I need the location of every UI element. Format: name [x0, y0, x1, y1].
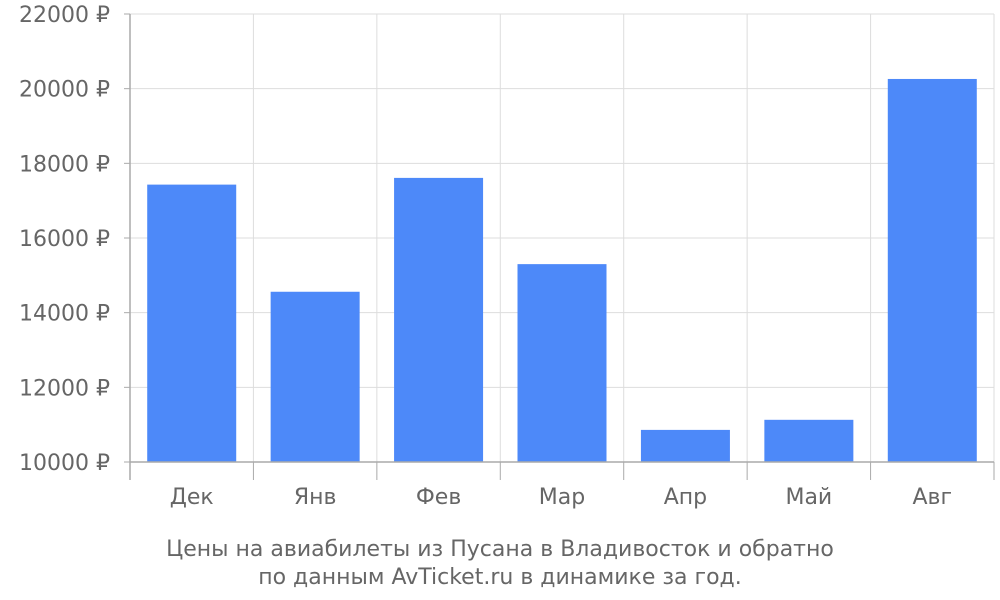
y-tick-labels: 10000 ₽ 12000 ₽ 14000 ₽ 16000 ₽ 18000 ₽ 20000… [19, 3, 110, 476]
y-tick-label: 16000 ₽ [19, 227, 110, 252]
x-tick-labels: Дек Янв Фев Мар Апр Май Авг [170, 485, 952, 510]
x-tick-label: Фев [416, 485, 461, 510]
x-tick-label: Авг [912, 485, 952, 510]
x-tick-label: Май [785, 485, 832, 510]
bar [270, 291, 360, 462]
y-tick-label: 22000 ₽ [19, 3, 110, 28]
caption-line-2: по данным AvTicket.ru в динамике за год. [258, 565, 742, 590]
caption-line-1: Цены на авиабилеты из Пусана в Владивост… [166, 537, 834, 562]
x-tick-label: Янв [294, 485, 337, 510]
bar [764, 419, 854, 462]
bar [640, 429, 730, 462]
y-tick-label: 14000 ₽ [19, 302, 110, 327]
bar [517, 264, 607, 462]
bars [147, 78, 977, 463]
x-tick-label: Мар [539, 485, 585, 510]
x-tick-label: Дек [170, 485, 214, 510]
y-tick-label: 18000 ₽ [19, 152, 110, 177]
x-tick-label: Апр [664, 485, 707, 510]
axes [124, 13, 995, 480]
bar [147, 184, 237, 462]
y-tick-label: 12000 ₽ [19, 376, 110, 401]
bar [394, 177, 484, 463]
y-tick-label: 20000 ₽ [19, 78, 110, 103]
y-tick-label: 10000 ₽ [19, 451, 110, 476]
bar [887, 78, 977, 463]
